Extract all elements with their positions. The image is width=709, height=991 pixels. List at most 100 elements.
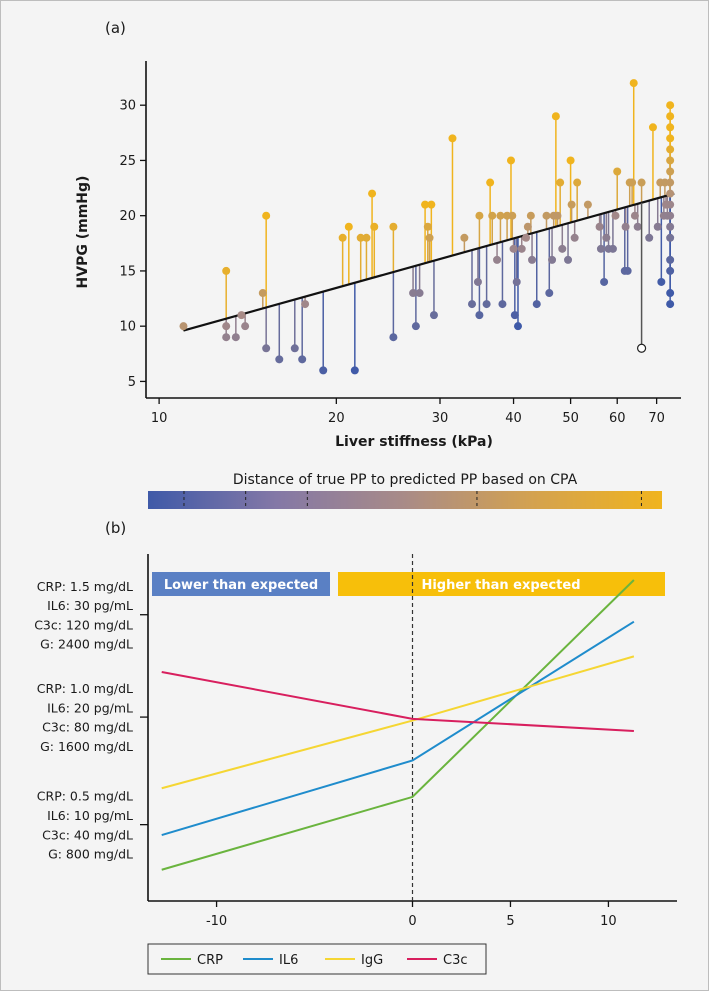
- colorbar: [148, 491, 662, 509]
- x-tick-label: 40: [505, 411, 522, 426]
- data-point: [621, 222, 630, 231]
- x-tick-label: 10: [600, 914, 617, 929]
- data-point: [666, 123, 675, 132]
- y-tick-label: 25: [119, 154, 136, 169]
- panel-b-series: [161, 579, 635, 871]
- data-point: [415, 289, 424, 298]
- data-point: [600, 277, 609, 286]
- data-point: [666, 145, 675, 154]
- data-point: [512, 277, 521, 286]
- data-point: [648, 123, 657, 132]
- data-point: [482, 300, 491, 309]
- y-tick-label: G: 800 mg/dL: [48, 847, 133, 862]
- data-point: [421, 200, 430, 209]
- data-point: [473, 277, 482, 286]
- data-point: [429, 311, 438, 320]
- panel-b-x-ticks: -10 0 5 10: [206, 901, 617, 929]
- x-tick-label: 20: [328, 411, 345, 426]
- y-tick-label: C3c: 80 mg/dL: [42, 720, 133, 735]
- data-point: [338, 233, 347, 242]
- data-point: [666, 211, 675, 220]
- panel-a-y-ticks: 5 10 15 20 25 30: [119, 99, 146, 390]
- data-point: [666, 255, 675, 264]
- data-point: [262, 344, 271, 353]
- data-point: [427, 200, 436, 209]
- y-tick-label: 15: [119, 264, 136, 279]
- x-tick-label: -10: [206, 914, 227, 929]
- data-point: [222, 266, 231, 275]
- lower-than-expected-banner: [152, 572, 330, 596]
- data-point: [558, 244, 567, 253]
- data-point: [567, 200, 576, 209]
- data-point: [666, 222, 675, 231]
- data-point: [666, 134, 675, 143]
- data-point: [222, 322, 231, 331]
- data-point: [237, 311, 246, 320]
- y-tick-label: IL6: 30 pg/mL: [47, 598, 133, 613]
- y-tick-label: G: 2400 mg/dL: [40, 637, 133, 652]
- colorbar-ticks: [183, 491, 642, 509]
- panel-b-y-ticks: CRP: 0.5 mg/dL IL6: 10 pg/mL C3c: 40 mg/dL…: [34, 579, 148, 862]
- data-point: [389, 222, 398, 231]
- data-point: [545, 289, 554, 298]
- data-point: [344, 222, 353, 231]
- data-point: [258, 289, 267, 298]
- data-point: [522, 233, 531, 242]
- data-point: [657, 277, 666, 286]
- data-point: [496, 211, 505, 220]
- data-point: [468, 300, 477, 309]
- data-point: [553, 211, 562, 220]
- data-point: [508, 211, 517, 220]
- panel-a-x-ticks: 10 20 30 40 50 60 70: [151, 398, 665, 426]
- data-point: [666, 233, 675, 242]
- data-point: [630, 211, 639, 220]
- data-point: [595, 222, 604, 231]
- higher-than-expected-banner: [338, 572, 665, 596]
- data-point: [633, 222, 642, 231]
- x-tick-label: 5: [506, 914, 514, 929]
- data-point: [362, 233, 371, 242]
- data-point: [222, 333, 231, 342]
- data-point: [532, 300, 541, 309]
- data-point: [411, 322, 420, 331]
- data-point: [583, 200, 592, 209]
- legend-label-igg: IgG: [361, 953, 383, 968]
- y-tick-label: 5: [128, 375, 136, 390]
- legend-label-il6: IL6: [279, 953, 298, 968]
- panel-a-label: (a): [105, 19, 126, 37]
- data-point: [370, 222, 379, 231]
- data-point: [506, 156, 515, 165]
- data-point: [637, 178, 646, 187]
- data-point: [319, 366, 328, 375]
- data-point: [356, 233, 365, 242]
- data-point: [523, 222, 532, 231]
- outlier-point: [636, 343, 647, 353]
- data-point: [542, 211, 551, 220]
- data-point: [653, 222, 662, 231]
- data-point: [566, 156, 575, 165]
- series-line-igg: [161, 655, 635, 790]
- data-point: [231, 333, 240, 342]
- x-tick-label: 0: [408, 914, 416, 929]
- data-point: [475, 311, 484, 320]
- colorbar-title: Distance of true PP to predicted PP base…: [233, 472, 578, 488]
- x-tick-label: 60: [609, 411, 626, 426]
- data-point: [179, 322, 188, 331]
- x-tick-label: 70: [648, 411, 665, 426]
- data-point: [486, 178, 495, 187]
- data-point: [488, 211, 497, 220]
- y-tick-label: 20: [119, 209, 136, 224]
- data-point: [611, 211, 620, 220]
- data-point: [498, 300, 507, 309]
- data-point: [409, 289, 418, 298]
- data-point: [241, 322, 250, 331]
- series-line-il6: [161, 620, 635, 837]
- data-point: [526, 211, 535, 220]
- data-point: [564, 255, 573, 264]
- panel-a-points: [179, 79, 675, 375]
- data-point: [623, 266, 632, 275]
- y-tick-label: IL6: 20 pg/mL: [47, 700, 133, 715]
- data-point: [556, 178, 565, 187]
